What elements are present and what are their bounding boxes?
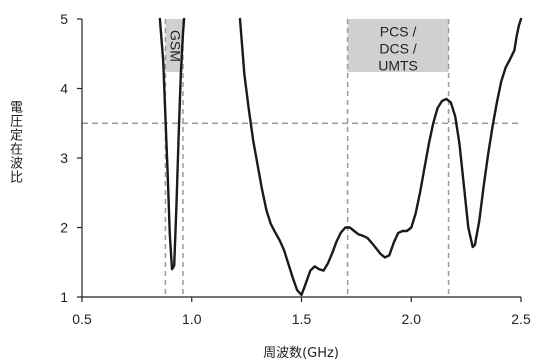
band-layer: GSM PCS /DCS /UMTS — [164, 19, 450, 297]
band-box-1 — [347, 19, 449, 72]
band-label-1-line-2: UMTS — [378, 58, 418, 74]
x-tick-label-2: 1.5 — [292, 311, 312, 327]
x-tick-label-1: 1.0 — [182, 311, 202, 327]
band-label-0: GSM — [167, 30, 183, 62]
series-0-segment-0 — [158, 17, 186, 271]
x-tick-label-4: 2.5 — [511, 311, 531, 327]
y-axis-label: 電圧定在波比 — [7, 100, 22, 184]
band-box-0 — [165, 19, 183, 72]
axes: 0.5 1.0 1.5 2.0 2.5 1 2 3 4 5 — [60, 11, 531, 327]
y-tick-label-2: 3 — [60, 150, 68, 166]
y-tick-label-0: 1 — [60, 289, 68, 305]
x-tick-label-0: 0.5 — [72, 311, 92, 327]
series-layer — [158, 17, 523, 297]
series-0-segment-1 — [238, 17, 523, 297]
x-axis-label: 周波数(GHz) — [263, 346, 339, 360]
x-tick-label-3: 2.0 — [402, 311, 422, 327]
band-label-1-line-0: PCS / — [380, 24, 417, 40]
y-tick-label-3: 4 — [60, 81, 68, 97]
band-label-1-line-1: DCS / — [379, 41, 416, 57]
y-tick-label-4: 5 — [60, 11, 68, 27]
y-tick-label-1: 2 — [60, 220, 68, 236]
